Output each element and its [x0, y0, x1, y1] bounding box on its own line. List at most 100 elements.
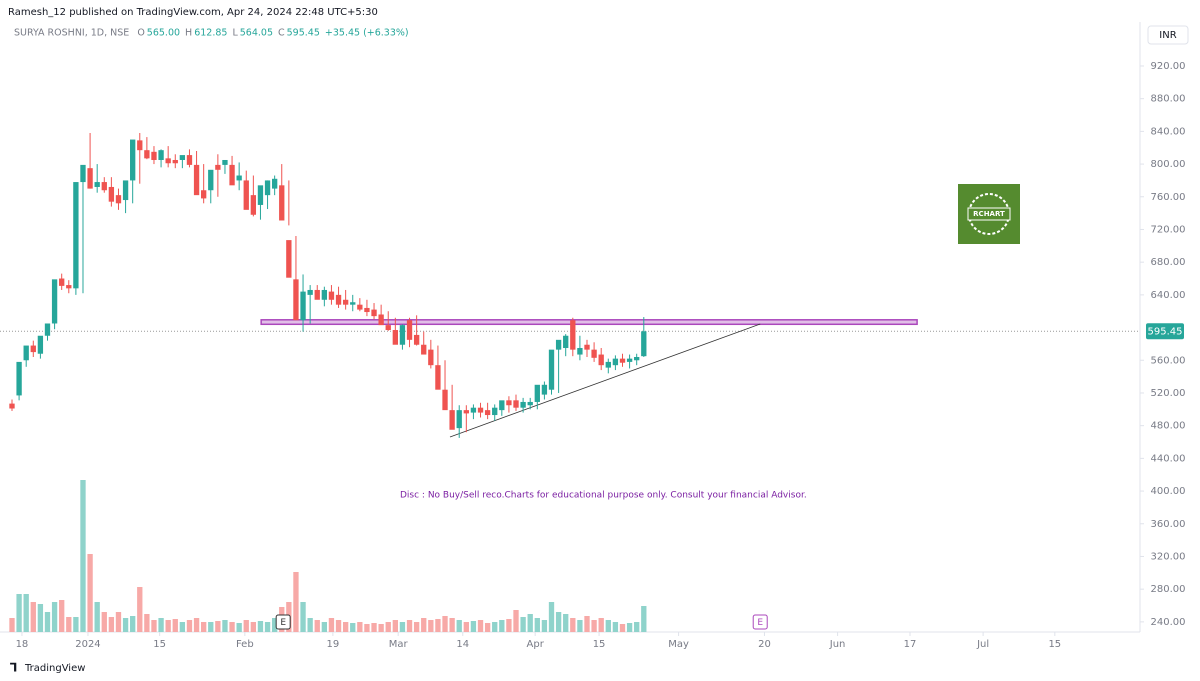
x-tick-label: Feb	[236, 639, 254, 650]
candle-body	[641, 331, 647, 357]
y-tick-label: 680.00	[1151, 257, 1186, 268]
candle-body	[577, 348, 583, 355]
logo: RCHART	[958, 184, 1020, 244]
candle-body	[73, 182, 79, 289]
candle-body	[484, 410, 491, 416]
volume-bar	[80, 480, 86, 632]
x-tick-label: Jun	[829, 639, 846, 650]
candle-body	[357, 304, 363, 310]
candle-body	[350, 302, 356, 305]
candle-body	[413, 334, 420, 345]
candle-body	[37, 335, 44, 354]
candle-body	[470, 407, 477, 413]
volume-bar	[144, 614, 150, 632]
y-tick-label: 640.00	[1151, 290, 1186, 301]
volume-bar	[413, 622, 420, 632]
candle-body	[271, 178, 278, 189]
ohlc-name: C	[278, 28, 285, 39]
volume-bar	[293, 572, 299, 632]
candle-body	[122, 180, 129, 201]
candle-body	[23, 345, 29, 361]
trendline	[449, 323, 761, 438]
candle-body	[527, 401, 533, 406]
legend: SURYA ROSHNI, 1D, NSE O 565.00 H 612.85 L 564.…	[14, 28, 409, 39]
volume-bar	[314, 620, 320, 632]
volume-bar	[94, 602, 100, 632]
volume-bar	[541, 620, 548, 632]
volume-bar	[321, 622, 328, 632]
candle-body	[193, 164, 200, 196]
svg-text:TradingView: TradingView	[24, 663, 85, 674]
y-tick-label: 880.00	[1151, 94, 1186, 105]
volume-bar	[634, 622, 640, 632]
volume-bar	[151, 620, 157, 632]
x-tick-label: 15	[593, 639, 606, 650]
candle-body	[364, 307, 370, 313]
volume-bar	[122, 618, 129, 632]
candle-body	[634, 357, 640, 361]
volume-bar	[37, 604, 44, 632]
candle-body	[548, 349, 555, 390]
volume-bar	[66, 617, 72, 632]
volume-bar	[328, 618, 335, 632]
candle-body	[172, 159, 178, 164]
volume-bar	[577, 620, 583, 632]
y-tick-label: 840.00	[1151, 126, 1186, 137]
candle-body	[9, 403, 15, 409]
candle-body	[328, 291, 335, 300]
volume-bar	[484, 623, 491, 632]
volume-bar	[130, 616, 136, 632]
candle-body	[563, 335, 569, 349]
candle-body	[570, 320, 576, 350]
volume-bar	[16, 594, 22, 632]
candle-body	[137, 140, 143, 151]
volume-bar	[506, 619, 512, 632]
volume-bar	[449, 618, 455, 632]
ohlc-name: L	[232, 28, 238, 39]
candle-body	[421, 344, 427, 355]
volume-bar	[534, 618, 540, 632]
candle-body	[378, 314, 384, 326]
ohlc-value: 595.45	[287, 28, 320, 39]
candle-body	[307, 289, 313, 295]
candle-body	[513, 400, 519, 408]
volume-bar	[101, 612, 107, 632]
volume-bar	[499, 620, 505, 632]
volume-bar	[442, 616, 448, 632]
candle-body	[499, 400, 505, 411]
symbol: SURYA ROSHNI, 1D, NSE	[14, 28, 129, 39]
event-marker	[752, 614, 768, 630]
volume-bar	[215, 621, 221, 632]
volume-bar	[73, 617, 79, 632]
candle-body	[626, 358, 633, 362]
x-tick-label: Jul	[976, 639, 989, 650]
volume-bar	[563, 614, 569, 632]
candle-body	[612, 358, 619, 366]
currency-button[interactable]	[1147, 25, 1189, 45]
volume-bar	[626, 623, 633, 632]
candle-body	[456, 410, 462, 429]
x-tick-label: 15	[153, 639, 166, 650]
volume-bar	[350, 623, 356, 632]
volume-bar	[115, 612, 122, 632]
volume-bar	[435, 619, 441, 632]
volume-bar	[137, 587, 143, 632]
volume-bar	[342, 622, 349, 632]
volume-bar	[271, 618, 278, 632]
candle-body	[264, 180, 271, 196]
volume-bar	[548, 602, 555, 632]
candle-body	[236, 175, 242, 181]
volume-bar	[555, 612, 562, 632]
volume-bar	[399, 622, 406, 632]
currency[interactable]: INR	[1159, 30, 1176, 41]
candle-body	[201, 190, 207, 199]
x-tick-label: 15	[1048, 639, 1061, 650]
volume-bar	[619, 624, 626, 632]
candle-body	[222, 159, 228, 165]
candle-body	[30, 345, 36, 353]
candle-body	[591, 349, 597, 358]
volume-bar	[201, 622, 207, 632]
y-tick-label: 280.00	[1151, 584, 1186, 595]
candle-body	[250, 195, 257, 215]
